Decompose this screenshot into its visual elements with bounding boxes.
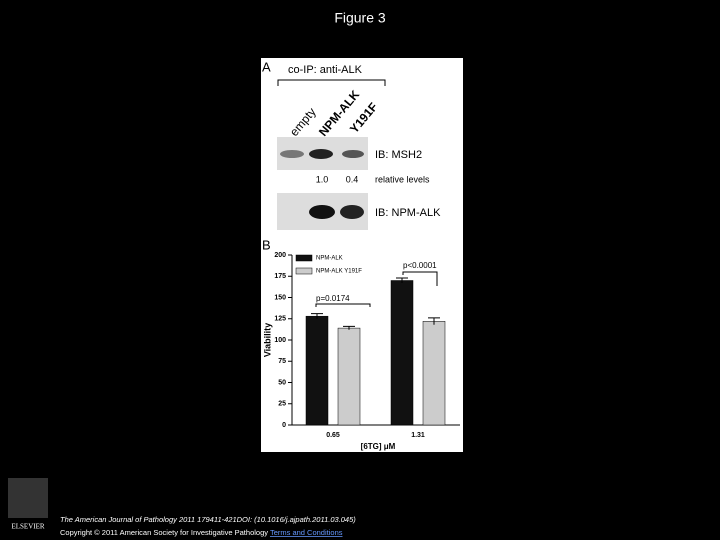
y-tick-label: 0 (282, 422, 286, 429)
citation-text: The American Journal of Pathology 2011 1… (60, 515, 356, 524)
level: 1.0 (316, 174, 329, 184)
sig-bracket (315, 303, 371, 307)
blot-label: IB: MSH2 (375, 149, 422, 161)
copyright: Copyright © 2011 American Society for In… (60, 528, 343, 537)
x-tick-label: 0.65 (326, 432, 340, 439)
bar (337, 327, 361, 426)
logo-mark (8, 478, 48, 518)
y-tick-label: 100 (274, 337, 286, 344)
band (309, 205, 335, 219)
copyright-text: Copyright © 2011 American Society for In… (60, 528, 268, 537)
y-tick-label: 150 (274, 294, 286, 301)
panel-label: A (262, 59, 271, 74)
slide-title: Figure 3 (334, 10, 386, 26)
legend-label: NPM-ALK (316, 256, 343, 262)
panel-label: B (262, 237, 271, 252)
legend-label: NPM-ALK Y191F (316, 269, 362, 275)
annotation: p<0.0001 (403, 261, 437, 270)
levels-label: relative levels (375, 174, 430, 184)
legend-swatch (295, 267, 313, 275)
y-tick-label: 200 (274, 252, 286, 259)
band (280, 150, 304, 158)
error-bar (396, 277, 408, 284)
y-tick-label: 75 (278, 358, 286, 365)
error-bar (428, 317, 440, 325)
y-tick-label: 50 (278, 379, 286, 386)
blot-label: IB: NPM-ALK (375, 207, 441, 219)
bracket (277, 79, 386, 86)
logo: ELSEVIER (11, 523, 44, 531)
legend-swatch (295, 254, 313, 262)
x-tick-label: 1.31 (411, 432, 425, 439)
band (340, 205, 364, 219)
y-tick-label: 25 (278, 401, 286, 408)
terms-link[interactable]: Terms and Conditions (270, 528, 343, 537)
error-bar (311, 313, 323, 319)
band (309, 149, 333, 159)
y-tick-label: 175 (274, 273, 286, 280)
band (342, 150, 364, 158)
bar (390, 280, 414, 426)
y-tick-label: 125 (274, 316, 286, 323)
bar (305, 315, 329, 426)
citation: The American Journal of Pathology 2011 1… (60, 515, 356, 524)
sig-bracket (402, 271, 438, 286)
y-axis-title: Viability (262, 323, 272, 357)
error-bar (343, 325, 355, 330)
x-axis-title: [6TG] μM (361, 442, 396, 451)
bar (422, 321, 446, 426)
heading: co-IP: anti-ALK (288, 64, 363, 76)
annotation: p=0.0174 (316, 294, 350, 303)
level: 0.4 (346, 174, 359, 184)
